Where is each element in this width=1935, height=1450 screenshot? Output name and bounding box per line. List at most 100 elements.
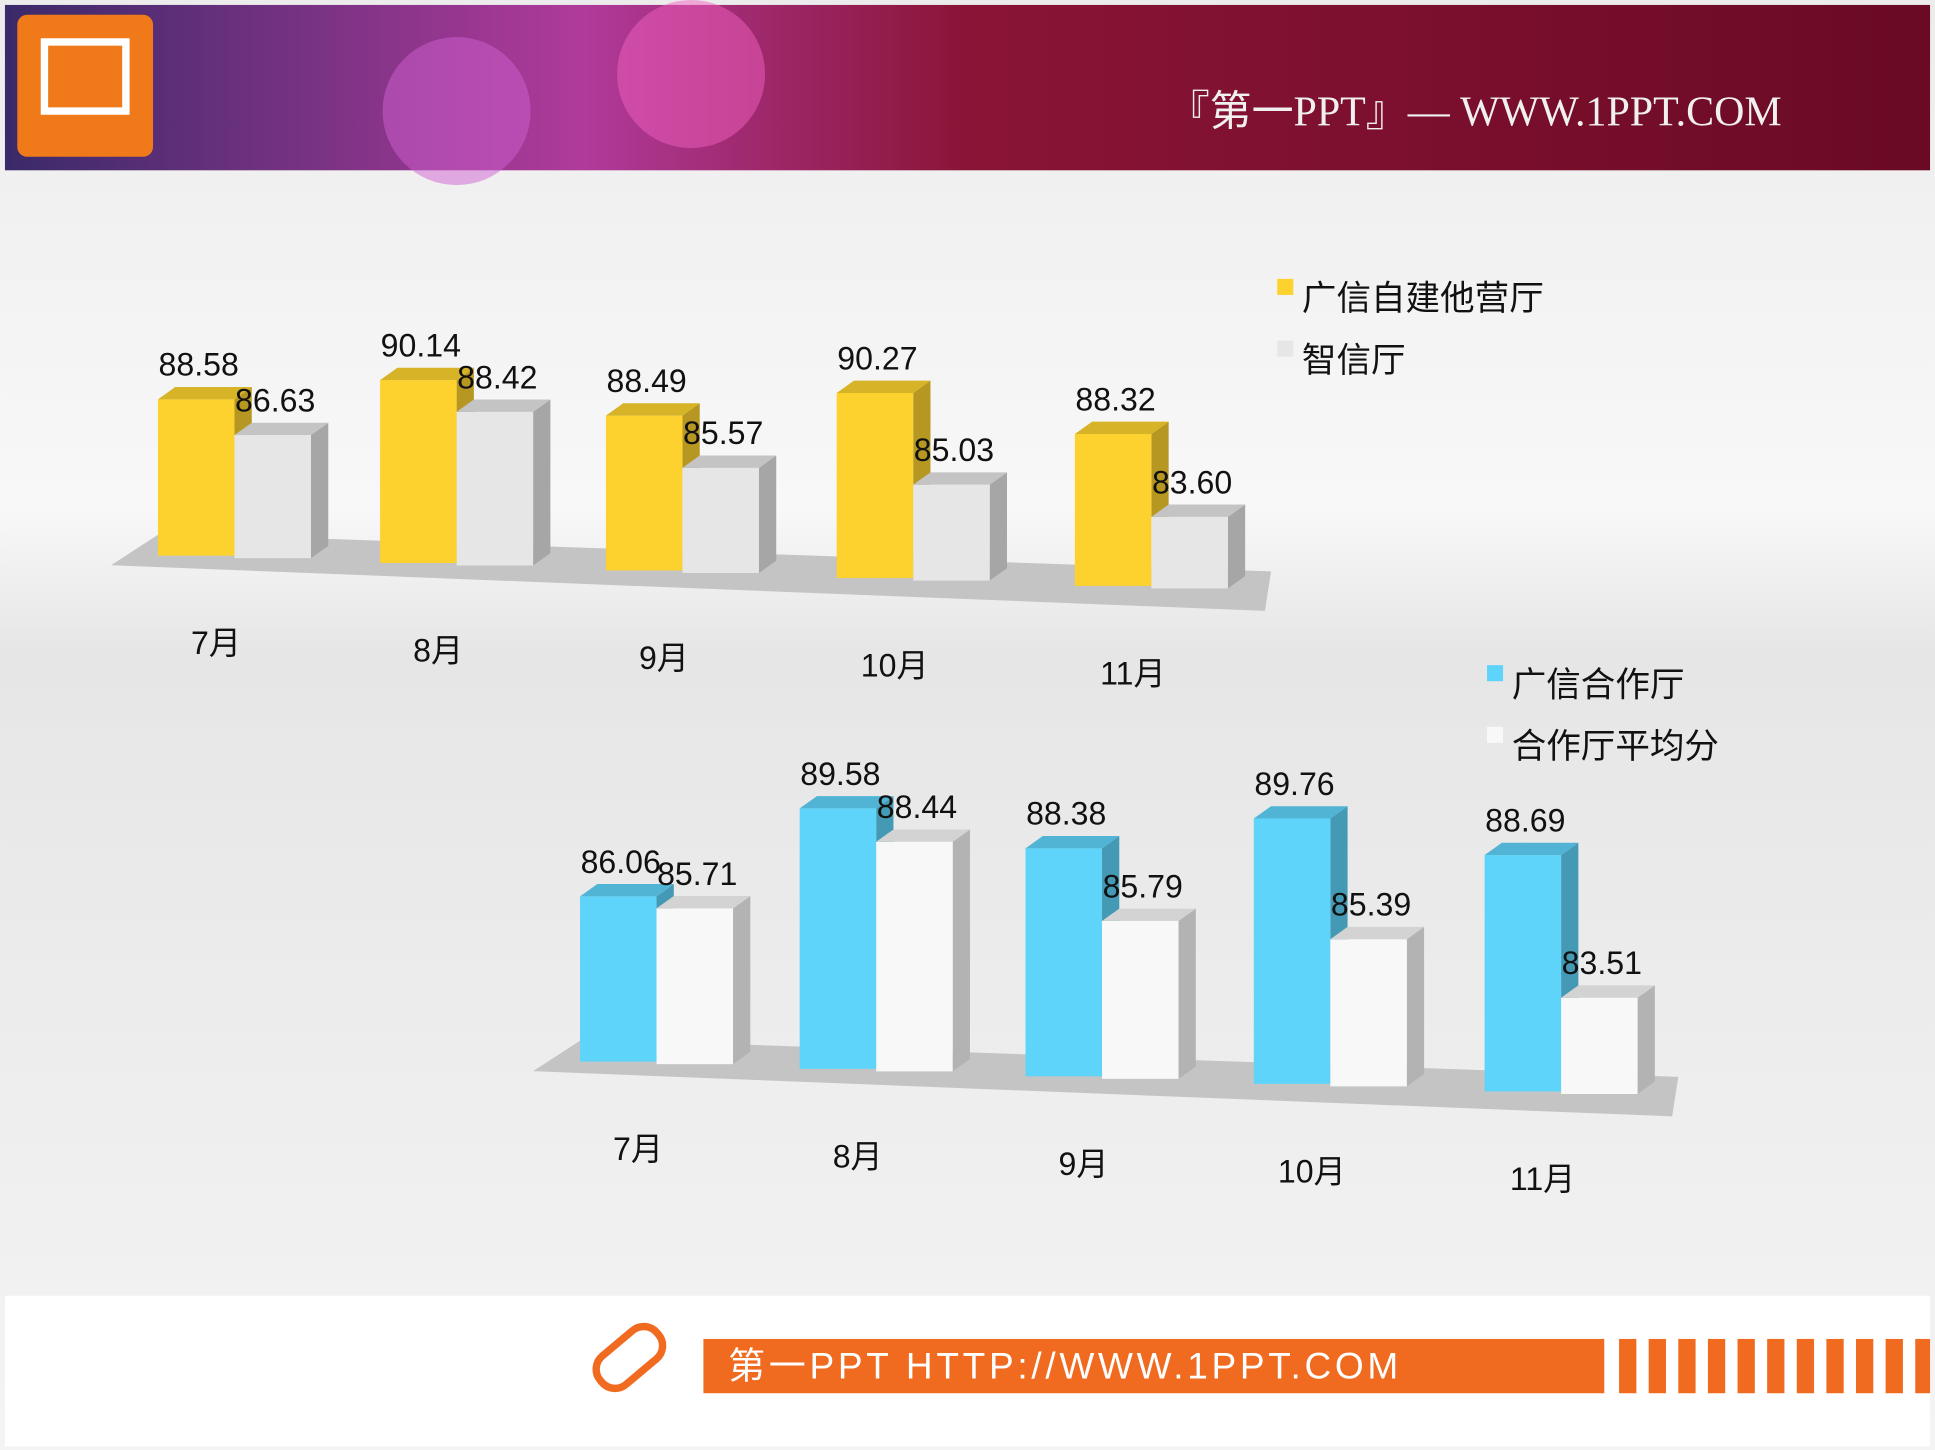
bar	[799, 808, 877, 1069]
bar	[380, 380, 457, 563]
footer-text: 第一PPT HTTP://WWW.1PPT.COM	[728, 1344, 1402, 1386]
bar-top	[682, 455, 777, 468]
header-text: 『第一PPT』— WWW.1PPT.COM	[1168, 90, 1782, 136]
data-label: 88.44	[877, 789, 957, 825]
footer-bar	[703, 1338, 1605, 1394]
bar-side	[1406, 926, 1425, 1087]
legend-swatch	[1277, 278, 1294, 295]
data-label: 85.71	[657, 856, 737, 892]
data-label: 85.03	[914, 432, 994, 468]
bubble	[382, 37, 531, 186]
x-tick-label: 11月	[1510, 1161, 1575, 1197]
data-label: 88.42	[457, 359, 537, 395]
bar-side	[1227, 504, 1246, 589]
bar-top	[1025, 835, 1120, 849]
bar	[1025, 848, 1103, 1077]
x-tick-label: 10月	[861, 648, 929, 684]
bar-top	[876, 829, 970, 842]
data-label: 86.63	[235, 382, 315, 418]
x-tick-label: 7月	[613, 1131, 663, 1167]
bar-top	[1253, 806, 1348, 819]
bar	[682, 467, 759, 573]
logo-icon	[40, 38, 130, 115]
bar	[656, 908, 734, 1065]
bar	[157, 399, 235, 556]
bar-side	[733, 896, 751, 1065]
bar-top	[1151, 504, 1246, 517]
legend-label: 广信合作厅	[1512, 666, 1685, 704]
bar-top	[656, 896, 751, 909]
data-label: 88.69	[1485, 802, 1565, 838]
bar	[605, 415, 683, 571]
x-tick-label: 8月	[833, 1138, 883, 1174]
bar	[580, 896, 657, 1062]
bubble	[617, 0, 766, 149]
bar-top	[1330, 926, 1425, 940]
bar	[1330, 939, 1407, 1087]
x-tick-label: 7月	[191, 625, 241, 661]
bar-top	[580, 884, 674, 897]
bar-side	[1178, 908, 1196, 1079]
x-tick-label: 9月	[1059, 1146, 1109, 1182]
legend-label: 合作厅平均分	[1512, 728, 1719, 766]
bar	[913, 484, 990, 581]
data-label: 88.38	[1026, 796, 1106, 832]
data-label: 85.39	[1331, 887, 1411, 923]
bar-top	[234, 422, 329, 436]
bar-top	[380, 367, 474, 381]
bar-side	[533, 399, 551, 566]
bar-side	[310, 422, 329, 559]
data-label: 88.32	[1075, 381, 1155, 417]
bar-top	[1102, 908, 1196, 921]
bar	[876, 841, 953, 1072]
legend-swatch	[1487, 665, 1504, 682]
bar-top	[913, 472, 1007, 485]
bar-top	[836, 380, 931, 393]
data-label: 83.51	[1562, 945, 1642, 981]
bar	[456, 411, 534, 566]
bar-top	[605, 403, 700, 416]
legend-swatch	[1487, 726, 1504, 743]
bar-side	[989, 472, 1007, 581]
bar-side	[1637, 985, 1655, 1094]
bar-top	[1074, 421, 1169, 435]
bar	[1561, 997, 1638, 1094]
x-tick-label: 10月	[1278, 1153, 1346, 1189]
bar	[1484, 855, 1562, 1092]
legend-label: 智信厅	[1302, 342, 1406, 380]
bar-top	[1561, 985, 1655, 998]
x-tick-label: 8月	[413, 633, 463, 669]
pencil-icon	[592, 1322, 667, 1393]
bar	[1074, 434, 1152, 586]
data-label: 88.49	[607, 363, 687, 399]
bar	[1151, 516, 1228, 589]
bar	[1253, 818, 1331, 1084]
bar-top	[157, 386, 252, 400]
data-label: 89.76	[1254, 766, 1334, 802]
data-label: 89.58	[800, 756, 880, 792]
data-label: 85.57	[683, 415, 763, 451]
bar	[836, 392, 914, 579]
data-label: 90.14	[381, 327, 461, 363]
legend-label: 广信自建他营厅	[1302, 280, 1544, 318]
bar	[234, 435, 311, 559]
bar-top	[456, 399, 551, 412]
bar-top	[1484, 842, 1579, 856]
data-label: 86.06	[581, 844, 661, 880]
data-label: 90.27	[837, 340, 917, 376]
data-label: 83.60	[1152, 464, 1232, 500]
logo	[17, 14, 154, 157]
x-tick-label: 11月	[1100, 656, 1165, 692]
bar-side	[758, 455, 777, 573]
footer-stripes	[1619, 1338, 1931, 1394]
bar	[1102, 920, 1179, 1079]
x-tick-label: 9月	[639, 640, 689, 676]
data-label: 88.58	[159, 347, 239, 383]
bar-side	[952, 829, 970, 1072]
legend-swatch	[1277, 340, 1294, 357]
bar-top	[799, 796, 894, 809]
banner	[4, 4, 1931, 171]
data-label: 85.79	[1103, 868, 1183, 904]
